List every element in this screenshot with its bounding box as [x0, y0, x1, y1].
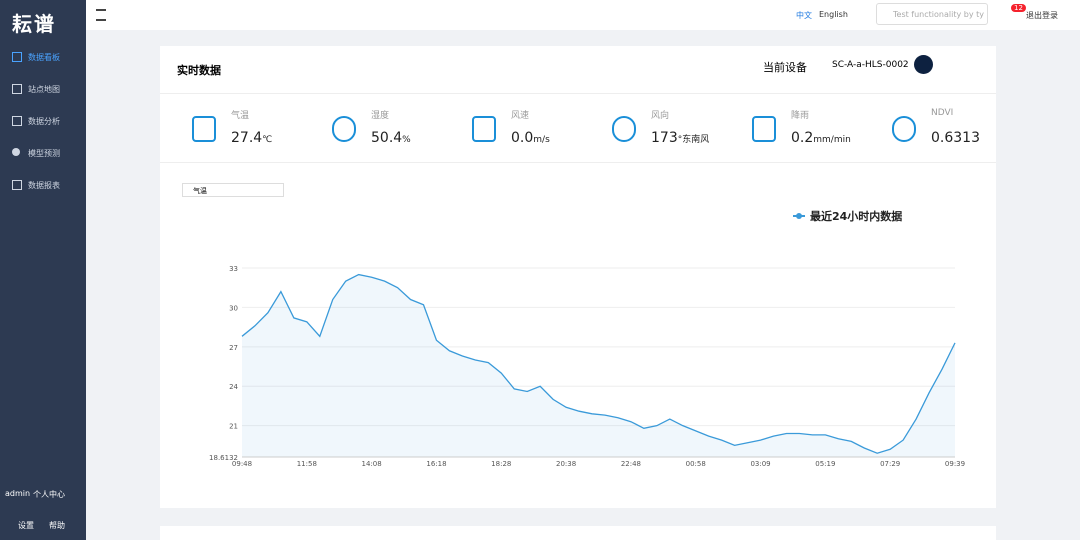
series-line: [241, 273, 956, 454]
device-id: SC-A-a-HLS-0002: [832, 60, 909, 70]
chart: 18.6132 21 24 27 30 33 09:48 11:58 14:08 16:18 18:…: [209, 209, 965, 468]
sidebar: 耘谱 数据看板 站点地图 数据分析 模型预测 数据报表 admin 个人中心 设…: [0, 0, 86, 540]
device-label: 当前设备: [763, 61, 807, 74]
lang-en[interactable]: English: [819, 10, 848, 19]
y-tick-label: 18.6132: [209, 454, 238, 462]
metric-label: NDVI: [931, 108, 954, 118]
metric-unit: m/s: [533, 135, 550, 145]
x-tick-label: 09:48: [232, 460, 252, 468]
menu-icon: [12, 148, 20, 156]
x-tick-label: 09:39: [945, 460, 965, 468]
menu-item[interactable]: 数据分析: [28, 117, 60, 126]
metric-value: 173: [651, 130, 678, 146]
help-link[interactable]: 帮助: [49, 521, 65, 530]
metric-icon: [892, 116, 916, 142]
divider: [160, 93, 996, 94]
metric-value: 50.4: [371, 130, 403, 146]
metric-value-row: 173°东南风: [651, 127, 709, 146]
lang-cn[interactable]: 中文: [796, 11, 812, 20]
logo: 耘谱: [12, 12, 56, 36]
realtime-card: 实时数据 当前设备 SC-A-a-HLS-0002 气温 18.6132 21 24…: [160, 46, 996, 508]
metric-label: 气温: [231, 111, 250, 121]
menu-toggle[interactable]: [96, 9, 106, 21]
x-tick-label: 18:28: [491, 460, 511, 468]
menu-item[interactable]: 模型预测: [28, 149, 60, 158]
x-tick-label: 05:19: [815, 460, 835, 468]
metric-unit: °东南风: [677, 135, 710, 145]
y-tick-label: 33: [229, 265, 238, 273]
metric-label: 风速: [511, 111, 530, 121]
metric-icon: [332, 116, 356, 142]
menu-item[interactable]: 数据看板: [28, 53, 60, 62]
metric-label: 风向: [651, 111, 670, 121]
y-tick-label: 30: [229, 304, 238, 312]
x-tick-label: 14:08: [362, 460, 382, 468]
x-tick-label: 16:18: [426, 460, 446, 468]
y-tick-label: 21: [229, 423, 238, 431]
legend-dot: [796, 213, 802, 219]
metric-value-row: 0.6313: [931, 127, 980, 146]
logout[interactable]: 退出登录: [1026, 11, 1058, 20]
menu-icon: [12, 116, 22, 126]
metric-value: 0.6313: [931, 130, 980, 146]
x-tick-label: 03:09: [750, 460, 770, 468]
metric-icon: [472, 116, 496, 142]
metric-value: 27.4: [231, 130, 263, 146]
metric-value-row: 27.4℃: [231, 127, 272, 146]
legend-label: 最近24小时内数据: [810, 209, 902, 223]
metric-unit: %: [402, 135, 411, 145]
next-card: [160, 526, 996, 540]
metric-unit: ℃: [262, 135, 273, 145]
profile-link[interactable]: 个人中心: [33, 490, 65, 499]
metric-icon: [192, 116, 216, 142]
settings-link[interactable]: 设置: [18, 521, 34, 530]
card-title: 实时数据: [177, 64, 221, 77]
menu-icon: [12, 180, 22, 190]
user: admin: [5, 489, 31, 498]
metric-select[interactable]: 气温: [182, 183, 284, 197]
metric-value: 0.2: [791, 130, 814, 146]
metric-unit: mm/min: [813, 135, 851, 145]
metric-icon: [612, 116, 636, 142]
search-box[interactable]: Test functionality by ty: [876, 3, 988, 25]
x-tick-label: 20:38: [556, 460, 576, 468]
metric-value-row: 50.4%: [371, 127, 411, 146]
metric-value-row: 0.2mm/min: [791, 127, 851, 146]
metric-value-row: 0.0m/s: [511, 127, 550, 146]
menu-item[interactable]: 数据报表: [28, 181, 60, 190]
menu-icon: [12, 52, 22, 62]
menu-icon: [12, 84, 22, 94]
metric-value: 0.0: [511, 130, 534, 146]
x-tick-label: 11:58: [297, 460, 317, 468]
header: 中文 English Test functionality by ty 12 退…: [86, 0, 1080, 30]
switch-device[interactable]: [914, 55, 933, 74]
x-tick-label: 07:29: [880, 460, 900, 468]
x-tick-label: 00:58: [686, 460, 706, 468]
x-tick-label: 22:48: [621, 460, 641, 468]
series-area: [242, 274, 955, 457]
menu-item[interactable]: 站点地图: [28, 85, 60, 94]
metric-icon: [752, 116, 776, 142]
y-tick-label: 24: [229, 383, 238, 391]
y-tick-label: 27: [229, 344, 238, 352]
divider: [160, 162, 996, 163]
metric-label: 湿度: [371, 111, 390, 121]
metric-label: 降雨: [791, 111, 810, 121]
badge: 12: [1011, 4, 1026, 12]
